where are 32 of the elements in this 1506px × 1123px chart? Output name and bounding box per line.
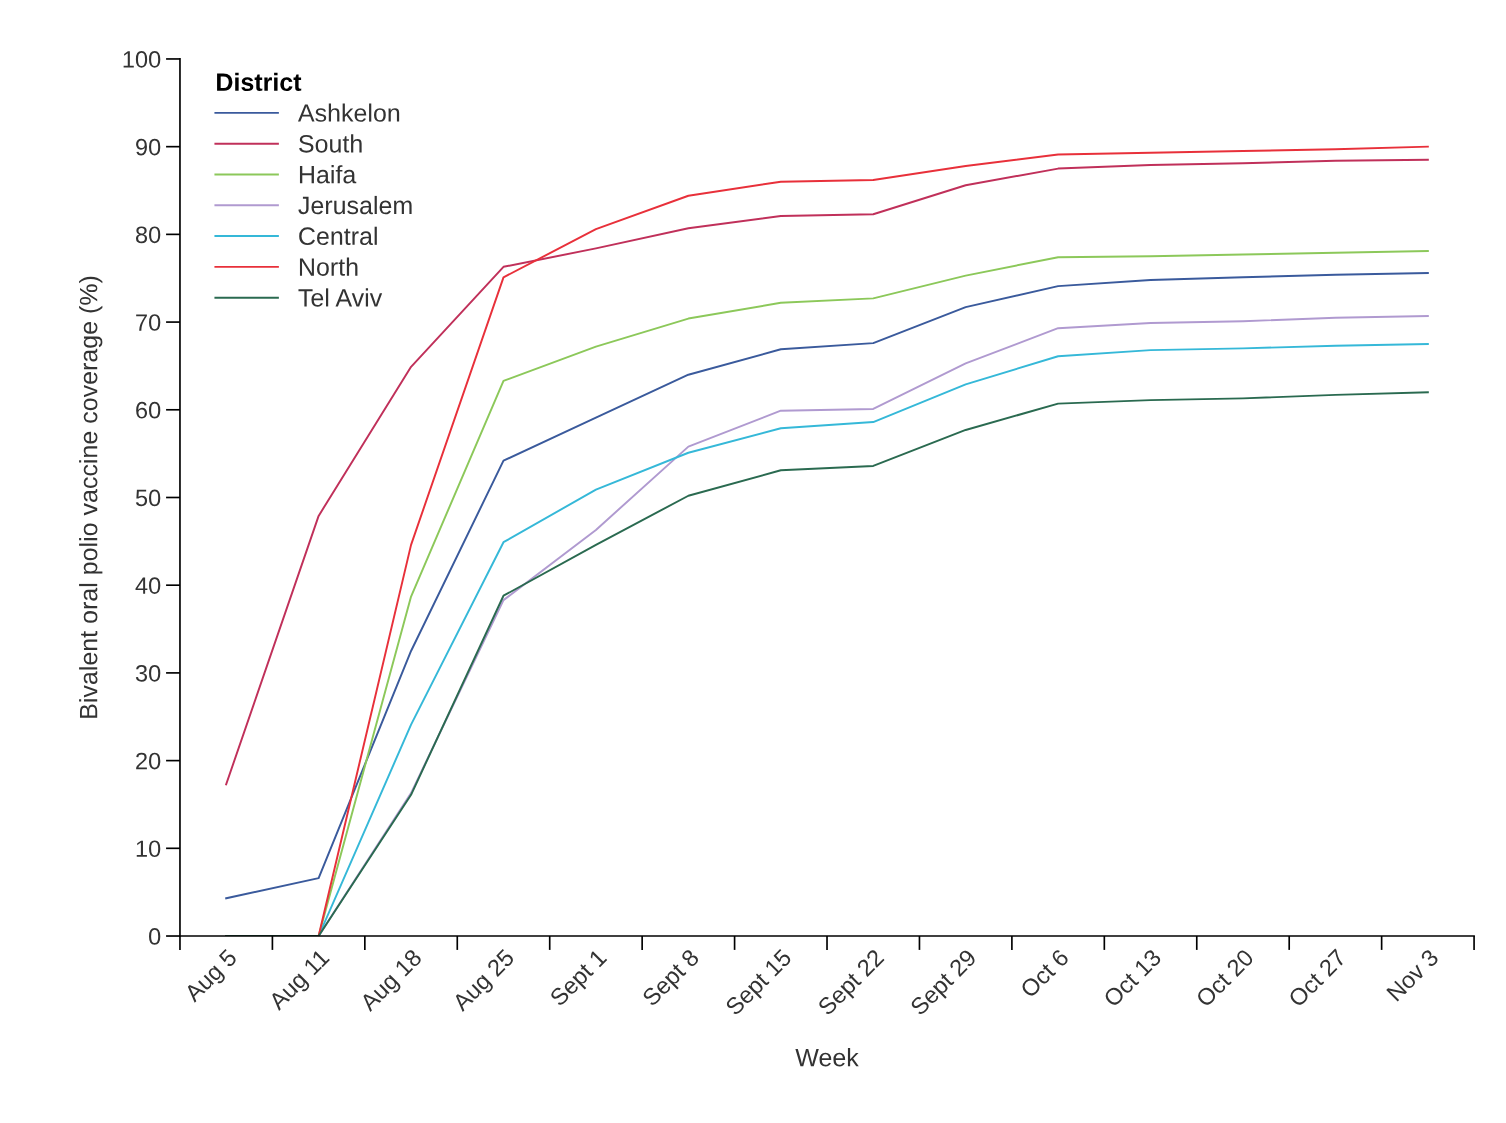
y-tick-label: 20: [136, 752, 161, 770]
y-tick-label: 60: [136, 401, 161, 419]
x-tick-label: Aug 25: [451, 948, 519, 1016]
y-tick-label: 10: [136, 840, 161, 858]
x-tick-label: Oct 6: [1019, 948, 1070, 999]
legend-label: Haifa: [299, 165, 357, 184]
y-tick-label: 80: [135, 226, 161, 244]
x-tick-label: Oct 20: [1195, 948, 1255, 1008]
y-tick-label: 0: [149, 928, 161, 945]
legend-label: North: [299, 257, 358, 276]
x-axis-title: Week: [795, 1048, 859, 1067]
x-tick-label: Aug 11: [267, 948, 334, 1015]
y-tick-label: 90: [136, 138, 161, 156]
x-tick-label: Oct 27: [1287, 948, 1347, 1008]
x-tick-label: Nov 3: [1386, 948, 1440, 1002]
x-tick-label: Sept 15: [724, 948, 796, 1020]
y-tick-label: 30: [135, 664, 161, 682]
x-tick-label: Aug 18: [358, 948, 426, 1016]
y-tick-label: 70: [136, 314, 161, 331]
y-axis-title: Bivalent oral polio vaccine coverage (%): [79, 276, 103, 718]
y-tick-label: 50: [135, 489, 161, 507]
y-tick-label: 40: [135, 577, 161, 594]
legend-label: Tel Aviv: [298, 288, 383, 307]
legend-label: Ashkelon: [297, 103, 400, 122]
y-tick-label: 100: [123, 51, 161, 68]
line-series: [225, 158, 1429, 786]
legend-title: District: [217, 72, 302, 92]
x-tick-label: Aug 5: [183, 948, 242, 1007]
x-tick-label: Oct 13: [1102, 948, 1163, 1008]
legend-label: South: [299, 134, 362, 153]
legend-label: Central: [299, 226, 377, 246]
legend-label: Jerusalem: [298, 195, 412, 215]
